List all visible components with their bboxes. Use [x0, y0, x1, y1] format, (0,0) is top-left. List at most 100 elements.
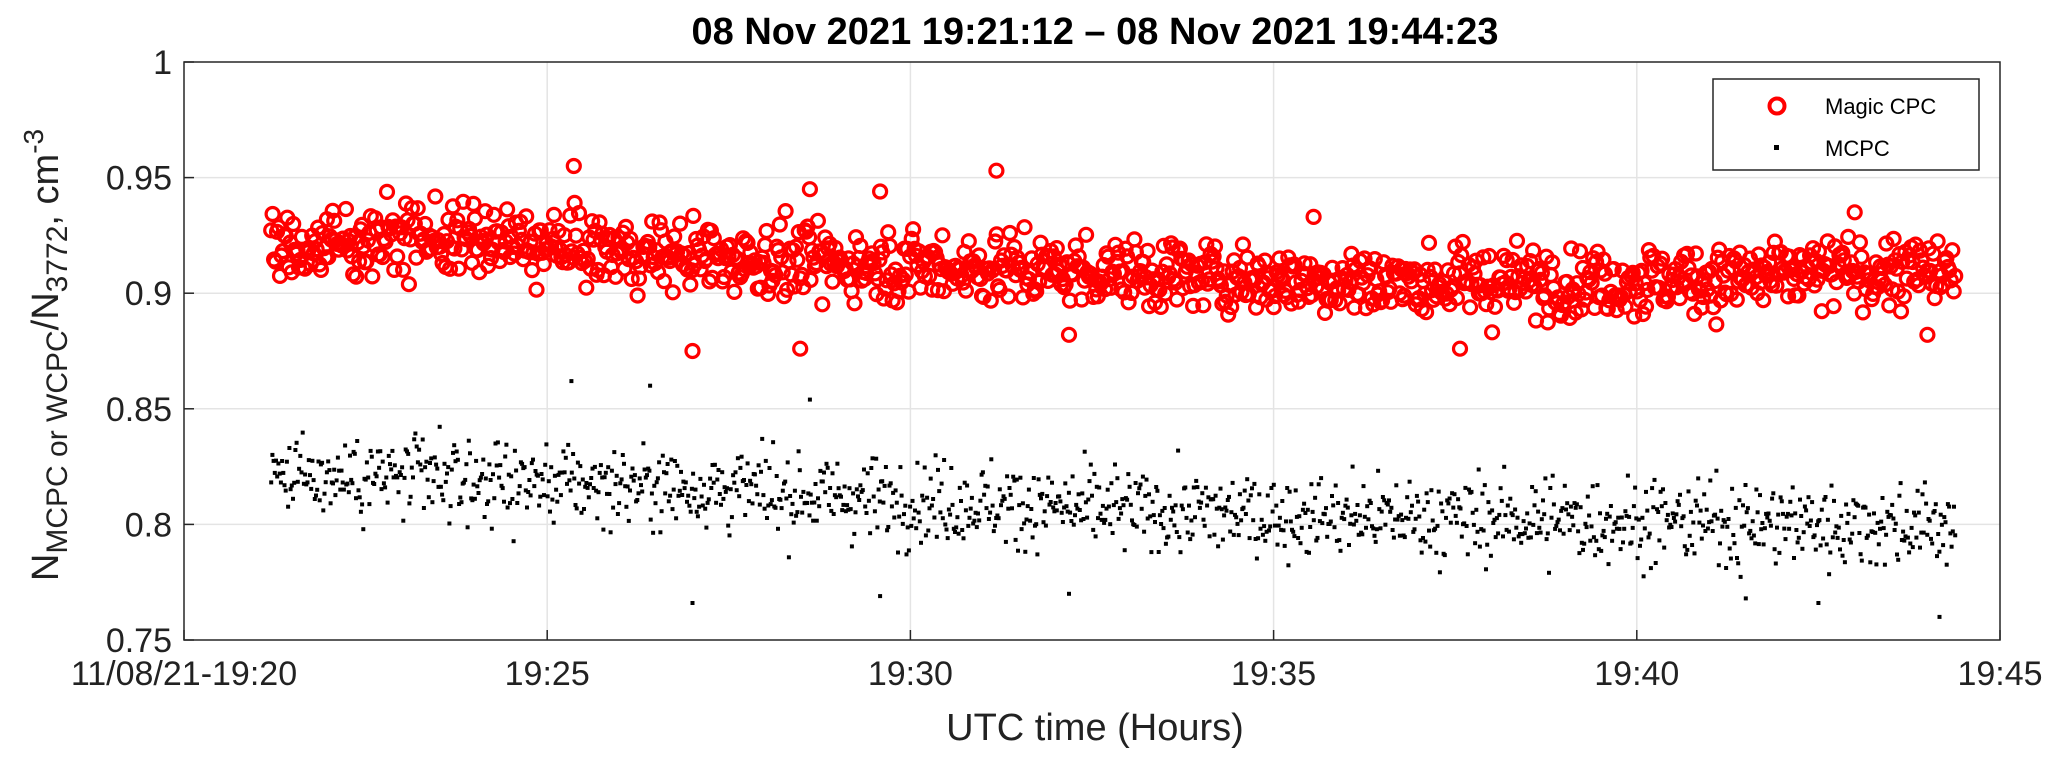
data-point: [1558, 528, 1562, 533]
data-point: [1424, 491, 1429, 496]
data-point: [1566, 512, 1571, 517]
data-point: [1201, 517, 1206, 522]
data-point: [749, 482, 754, 487]
data-point: [522, 465, 527, 470]
data-point: [1273, 523, 1277, 528]
data-point: [1374, 527, 1379, 532]
data-point: [332, 467, 337, 472]
data-point: [1184, 515, 1189, 520]
data-point: [1299, 525, 1304, 530]
data-point: [1818, 543, 1823, 548]
data-point: [814, 296, 831, 313]
data-point: [1576, 529, 1581, 534]
data-point: [878, 594, 883, 599]
data-point: [1173, 503, 1178, 508]
data-point: [1316, 482, 1321, 487]
data-point: [1223, 505, 1228, 510]
data-point: [1199, 500, 1204, 505]
data-point: [1333, 483, 1338, 488]
data-point: [466, 438, 471, 443]
data-point: [1396, 514, 1401, 519]
data-point: [545, 206, 563, 223]
data-point: [1023, 549, 1028, 554]
data-point: [1108, 522, 1113, 527]
data-point: [419, 468, 424, 473]
data-point: [1393, 517, 1398, 522]
data-point: [857, 498, 862, 502]
data-point: [1758, 493, 1762, 498]
data-point: [1190, 532, 1195, 537]
data-point: [1119, 511, 1124, 516]
data-point: [919, 540, 923, 545]
data-point: [1205, 503, 1210, 508]
data-point: [1355, 503, 1360, 507]
data-point: [276, 461, 281, 466]
data-point: [348, 268, 365, 285]
data-point: [364, 460, 369, 465]
x-tick-label: 19:30: [868, 655, 953, 693]
data-point: [682, 276, 699, 293]
data-point: [664, 471, 669, 476]
data-point: [1160, 508, 1165, 513]
data-point: [951, 526, 956, 531]
data-point: [1544, 254, 1561, 271]
data-point: [1106, 504, 1111, 509]
data-point: [768, 502, 773, 507]
data-point: [1280, 499, 1285, 503]
data-point: [714, 500, 719, 505]
data-point: [1619, 515, 1624, 520]
data-point: [1885, 509, 1890, 514]
data-point: [914, 526, 919, 531]
data-point: [1807, 524, 1812, 528]
data-point: [820, 479, 825, 484]
data-point: [1254, 556, 1259, 561]
data-point: [326, 212, 343, 229]
data-point: [607, 492, 612, 496]
data-point: [560, 470, 565, 475]
data-point: [1293, 488, 1298, 493]
data-point: [612, 450, 617, 455]
y-tick-label: 0.85: [106, 391, 172, 429]
data-point: [1211, 497, 1216, 502]
data-point: [1538, 530, 1543, 535]
data-point: [1775, 525, 1779, 530]
data-point: [1591, 535, 1596, 540]
data-point: [1551, 502, 1556, 507]
data-point: [1446, 501, 1451, 506]
data-point: [1256, 536, 1261, 541]
data-point: [1391, 535, 1396, 540]
data-point: [1029, 507, 1034, 511]
data-point: [943, 522, 948, 527]
data-point: [788, 494, 793, 498]
data-point: [1412, 527, 1417, 532]
data-point: [1286, 256, 1303, 273]
data-point: [1104, 506, 1109, 511]
data-point: [1235, 521, 1240, 526]
data-point: [1340, 510, 1345, 515]
data-point: [1067, 591, 1071, 596]
data-point: [323, 480, 328, 485]
data-point: [1853, 248, 1870, 265]
data-point: [441, 498, 446, 503]
data-point: [516, 491, 521, 496]
data-point: [294, 440, 299, 445]
data-point: [629, 474, 634, 479]
data-point: [620, 453, 625, 457]
data-point: [477, 478, 482, 483]
data-point: [754, 483, 759, 488]
data-point: [1560, 506, 1565, 511]
data-point: [1315, 535, 1320, 540]
data-point: [689, 486, 694, 491]
data-point: [1642, 526, 1647, 531]
data-point: [529, 461, 534, 466]
data-point: [1319, 476, 1324, 481]
data-point: [1039, 496, 1043, 501]
data-point: [1919, 326, 1936, 343]
data-point: [1394, 483, 1399, 488]
data-point: [1122, 548, 1127, 553]
data-point: [440, 492, 445, 497]
data-point: [1741, 503, 1745, 508]
data-point: [390, 448, 395, 453]
data-point: [1835, 535, 1840, 540]
data-point: [1110, 531, 1115, 535]
